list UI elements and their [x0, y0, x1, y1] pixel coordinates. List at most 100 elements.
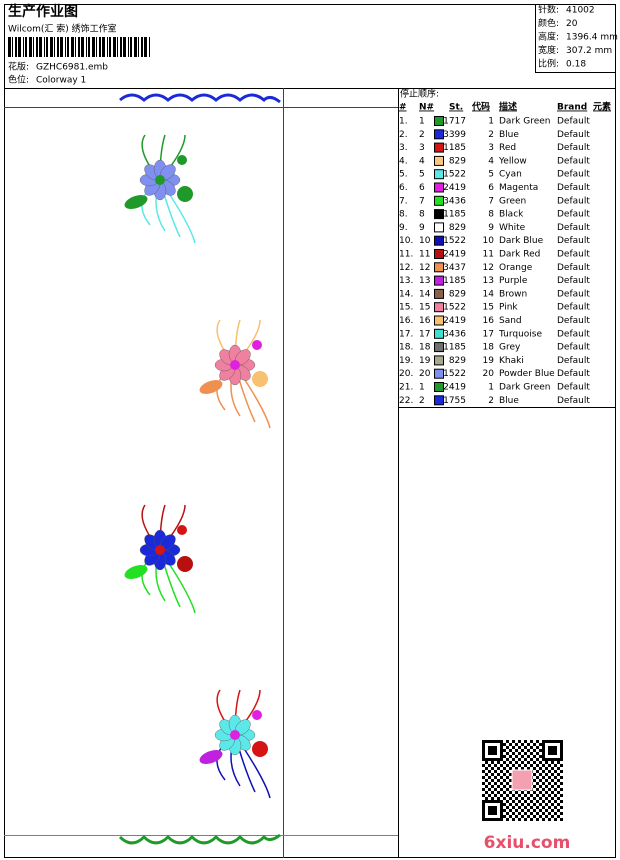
- qr-cell: [482, 743, 485, 746]
- bud: [252, 741, 268, 757]
- bar: [75, 37, 76, 57]
- flower-center: [155, 545, 165, 555]
- qr-cell: [521, 815, 524, 818]
- bar: [128, 37, 129, 57]
- qr-cell: [533, 803, 536, 806]
- qr-cell: [500, 740, 503, 743]
- qr-cell: [515, 815, 518, 818]
- stitch-count: 3399: [443, 130, 466, 140]
- thread-name: Powder Blue: [499, 369, 555, 379]
- qr-cell: [512, 812, 515, 815]
- qr-cell: [545, 773, 548, 776]
- bud: [177, 155, 187, 165]
- brand: Default: [557, 143, 590, 153]
- thread-name: Sand: [499, 316, 522, 326]
- qr-cell: [536, 794, 539, 797]
- qr-cell: [554, 794, 557, 797]
- qr-cell: [542, 800, 545, 803]
- qr-cell: [545, 809, 548, 812]
- qr-cell: [527, 755, 530, 758]
- qr-cell: [542, 806, 545, 809]
- qr-cell: [485, 773, 488, 776]
- bar: [149, 37, 150, 57]
- qr-cell: [512, 740, 515, 743]
- qr-cell: [491, 800, 494, 803]
- stop-number: 19: [419, 356, 431, 366]
- column-header: Brand: [557, 103, 587, 113]
- qr-cell: [551, 746, 554, 749]
- qr-cell: [518, 740, 521, 743]
- qr-cell: [557, 758, 560, 761]
- qr-cell: [557, 779, 560, 782]
- qr-cell: [560, 740, 563, 743]
- qr-cell: [560, 746, 563, 749]
- qr-cell: [503, 809, 506, 812]
- qr-cell: [503, 755, 506, 758]
- row-index: 17.: [399, 329, 413, 339]
- qr-cell: [506, 746, 509, 749]
- qr-cell: [482, 806, 485, 809]
- qr-cell: [518, 764, 521, 767]
- row-index: 5.: [399, 170, 408, 180]
- qr-cell: [512, 794, 515, 797]
- bar: [33, 37, 34, 57]
- qr-cell: [482, 758, 485, 761]
- color-swatch: [434, 222, 444, 233]
- qr-cell: [512, 764, 515, 767]
- stitch-count: 1522: [443, 303, 466, 313]
- qr-cell: [536, 770, 539, 773]
- qr-logo: [511, 769, 533, 791]
- stop-number: 3: [419, 143, 425, 153]
- qr-cell: [551, 758, 554, 761]
- qr-cell: [512, 806, 515, 809]
- qr-cell: [530, 812, 533, 815]
- qr-cell: [536, 806, 539, 809]
- row-index: 13.: [399, 276, 413, 286]
- qr-cell: [488, 812, 491, 815]
- qr-cell: [524, 764, 527, 767]
- qr-cell: [518, 752, 521, 755]
- bar: [25, 37, 27, 57]
- qr-cell: [518, 812, 521, 815]
- qr-cell: [527, 749, 530, 752]
- stop-number: 15: [419, 303, 430, 313]
- color-swatch: [434, 155, 444, 166]
- qr-cell: [536, 788, 539, 791]
- qr-cell: [515, 797, 518, 800]
- qr-cell: [527, 815, 530, 818]
- qr-cell: [557, 815, 560, 818]
- leaf: [199, 750, 223, 764]
- thread-code: 19: [483, 356, 495, 366]
- qr-cell: [488, 806, 491, 809]
- qr-cell: [524, 752, 527, 755]
- qr-cell: [488, 770, 491, 773]
- color-swatch: [434, 368, 444, 379]
- info-label: 比例:: [538, 58, 559, 70]
- column-header: #: [399, 103, 407, 113]
- qr-cell: [491, 797, 494, 800]
- stop-number: 1: [419, 117, 425, 127]
- qr-cell: [527, 761, 530, 764]
- barcode: [8, 37, 150, 57]
- qr-cell: [521, 761, 524, 764]
- qr-cell: [554, 818, 557, 821]
- stitch-count: 1185: [443, 210, 466, 220]
- bar: [96, 37, 97, 57]
- bar: [123, 37, 126, 57]
- qr-cell: [494, 758, 497, 761]
- qr-cell: [512, 800, 515, 803]
- thread-code: 5: [488, 170, 494, 180]
- bar: [130, 37, 132, 57]
- qr-cell: [506, 812, 509, 815]
- qr-cell: [545, 803, 548, 806]
- qr-cell: [539, 803, 542, 806]
- thread-code: 20: [483, 369, 495, 379]
- bar: [88, 37, 90, 57]
- thread-name: Dark Red: [499, 250, 540, 260]
- qr-cell: [542, 746, 545, 749]
- colorway: Colorway 1: [36, 76, 86, 86]
- qr-cell: [548, 818, 551, 821]
- qr-cell: [509, 773, 512, 776]
- row-index: 7.: [399, 196, 408, 206]
- qr-cell: [494, 788, 497, 791]
